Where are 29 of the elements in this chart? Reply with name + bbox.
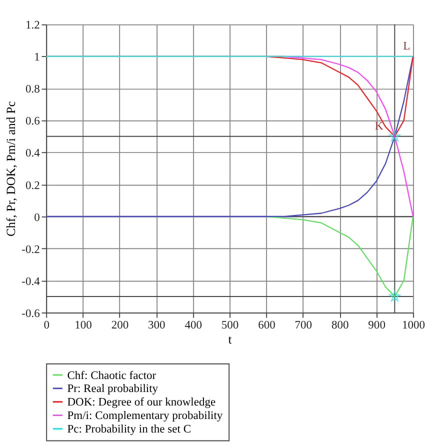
x-tick-label: 1000 bbox=[402, 319, 426, 332]
y-tick-label: 0.2 bbox=[25, 180, 40, 192]
x-tick-label: 600 bbox=[258, 319, 276, 332]
y-tick-label: 0.6 bbox=[25, 116, 40, 128]
y-tick-label: 1 bbox=[34, 52, 40, 64]
annotation: L bbox=[403, 40, 410, 53]
y-tick-label: 1.2 bbox=[25, 20, 40, 32]
x-tick-label: 300 bbox=[148, 319, 166, 332]
x-tick-label: 900 bbox=[368, 319, 386, 332]
y-tick-label: -0.2 bbox=[22, 244, 40, 256]
legend-label: Pr: Real probability bbox=[67, 383, 158, 396]
x-tick-label: 400 bbox=[184, 319, 202, 332]
y-axis-title: Chf, Pr, DOK, Pm/i and Pc bbox=[4, 100, 18, 237]
y-tick-label: -0.6 bbox=[22, 308, 40, 320]
x-tick-label: 200 bbox=[111, 319, 129, 332]
y-tick-label: -0.4 bbox=[22, 276, 40, 288]
y-tick-label: 0.4 bbox=[25, 148, 40, 160]
legend-label: Pm/i: Complementary probability bbox=[67, 410, 223, 422]
legend-label: Pc: Probability in the set C bbox=[67, 424, 192, 436]
legend-label: DOK: Degree of our knowledge bbox=[67, 396, 216, 409]
y-tick-label: 0 bbox=[34, 212, 40, 224]
legend-label: Chf: Chaotic factor bbox=[67, 370, 156, 382]
x-tick-label: 500 bbox=[221, 319, 239, 332]
x-tick-label: 0 bbox=[44, 319, 50, 332]
x-axis-title: t bbox=[228, 332, 232, 347]
x-tick-label: 700 bbox=[294, 319, 312, 332]
y-tick-label: 0.8 bbox=[25, 84, 40, 96]
x-tick-label: 100 bbox=[74, 319, 92, 332]
x-tick-label: 800 bbox=[331, 319, 349, 332]
